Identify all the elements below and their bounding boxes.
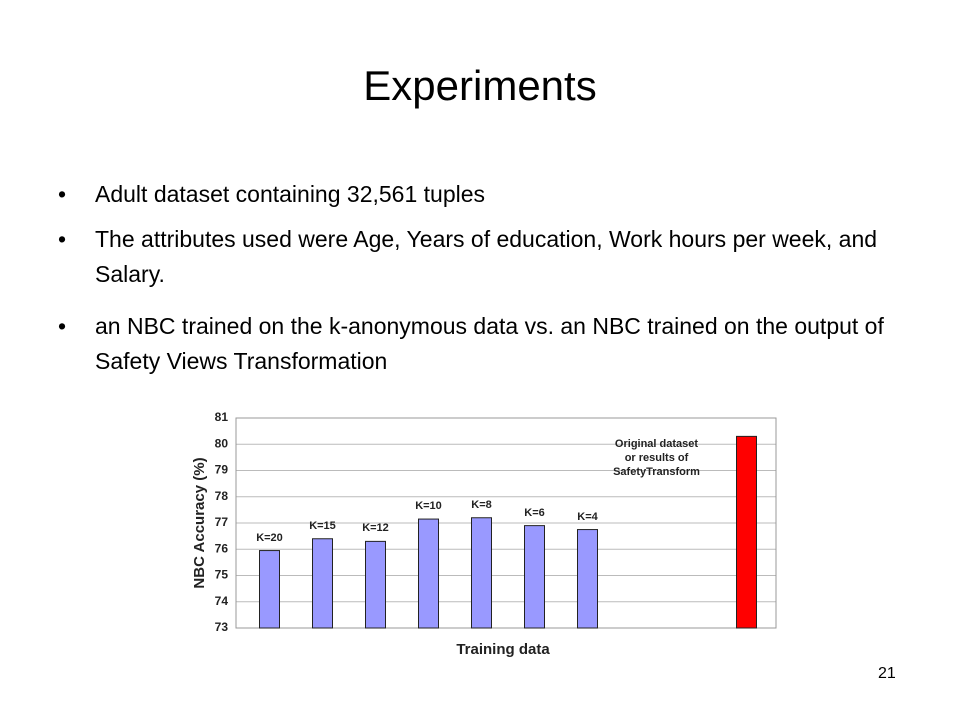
y-tick-label: 75 — [215, 568, 229, 582]
bar — [736, 435, 757, 629]
bar — [259, 550, 280, 629]
bar — [365, 540, 386, 629]
bar — [418, 518, 439, 629]
y-tick-label: 81 — [215, 410, 229, 424]
bar-annotation: K=8 — [471, 498, 492, 511]
y-tick-label: 77 — [215, 515, 229, 529]
page-number: 21 — [878, 665, 896, 682]
y-tick-label: 78 — [215, 489, 229, 503]
bar-annotation: K=20 — [256, 531, 283, 544]
y-tick-label: 73 — [215, 620, 229, 634]
bullet: an NBC trained on the k-anonymous data v… — [58, 309, 885, 379]
slide-title: Experiments — [363, 62, 597, 109]
plot-frame — [235, 417, 777, 629]
y-tick-label: 80 — [215, 436, 229, 450]
x-axis-label: Training data — [456, 641, 550, 658]
bar-annotation: K=4 — [577, 510, 598, 523]
bar-annotation: Original dataset or results of SafetyTra… — [613, 438, 700, 478]
bar — [524, 525, 545, 629]
y-tick-label: 79 — [215, 463, 229, 477]
bar-annotation: K=15 — [309, 519, 336, 532]
bar-annotation: K=6 — [524, 506, 545, 519]
bullet: Adult dataset containing 32,561 tuples — [58, 177, 885, 212]
bullet: The attributes used were Age, Years of e… — [58, 222, 885, 292]
y-tick-label: 76 — [215, 541, 229, 555]
y-tick-label: 74 — [215, 594, 229, 608]
bar — [471, 517, 492, 629]
bar — [312, 538, 333, 629]
bar-annotation: K=12 — [362, 522, 389, 535]
bar-annotation: K=10 — [415, 500, 442, 513]
bar — [577, 529, 598, 629]
y-axis-label: NBC Accuracy (%) — [191, 457, 208, 588]
